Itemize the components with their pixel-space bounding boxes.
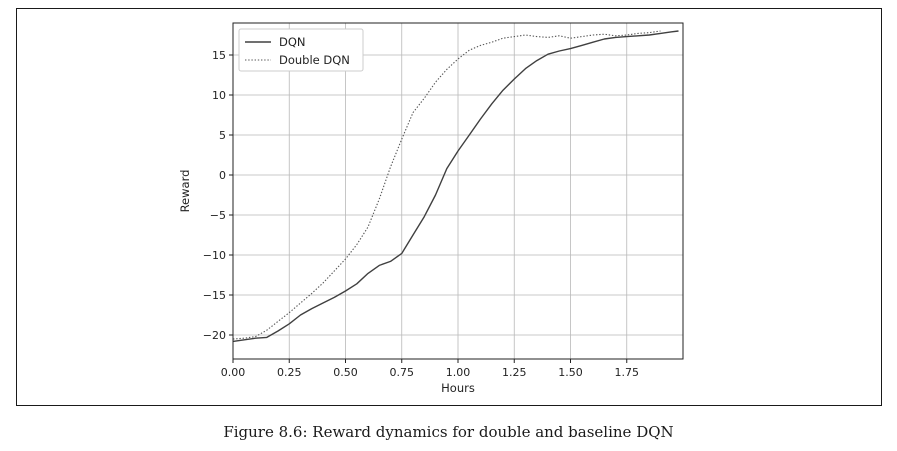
y-tick-label: 10 bbox=[212, 89, 226, 102]
series-line-double-dqn bbox=[232, 30, 661, 340]
x-tick-label: 0.00 bbox=[221, 366, 246, 379]
y-tick-label: 15 bbox=[212, 49, 226, 62]
figure-frame: 0.00 0.25 0.50 0.75 1.00 1.25 1.50 1.75 −20 −15 −1… bbox=[16, 8, 882, 406]
series-line-dqn bbox=[232, 30, 679, 343]
x-axis-label: Hours bbox=[441, 381, 475, 395]
grid-layer bbox=[232, 23, 683, 359]
legend-box bbox=[238, 28, 364, 72]
y-tick-label: −10 bbox=[203, 249, 226, 262]
x-tick-label: 1.00 bbox=[446, 366, 471, 379]
y-tick-label: −15 bbox=[203, 289, 226, 302]
legend: DQN Double DQN bbox=[238, 28, 364, 72]
y-axis-label: Reward bbox=[178, 170, 192, 213]
legend-label-dqn: DQN bbox=[279, 35, 306, 49]
x-tick-label: 1.25 bbox=[502, 366, 527, 379]
line-chart: 0.00 0.25 0.50 0.75 1.00 1.25 1.50 1.75 −20 −15 −1… bbox=[178, 22, 684, 395]
x-tick-label: 1.50 bbox=[558, 366, 583, 379]
x-tick-label: 0.25 bbox=[277, 366, 302, 379]
figure-caption: Figure 8.6: Reward dynamics for double a… bbox=[223, 423, 674, 441]
y-tick-label: 0 bbox=[219, 169, 226, 182]
y-tick-label: 5 bbox=[219, 129, 226, 142]
y-tick-label: −5 bbox=[210, 209, 226, 222]
tick-layer: 0.00 0.25 0.50 0.75 1.00 1.25 1.50 1.75 −20 −15 −1… bbox=[203, 49, 639, 379]
x-tick-label: 0.75 bbox=[390, 366, 415, 379]
legend-label-double-dqn: Double DQN bbox=[279, 53, 350, 67]
x-tick-label: 0.50 bbox=[333, 366, 358, 379]
series-layer bbox=[232, 30, 679, 343]
y-tick-label: −20 bbox=[203, 329, 226, 342]
x-tick-label: 1.75 bbox=[615, 366, 640, 379]
